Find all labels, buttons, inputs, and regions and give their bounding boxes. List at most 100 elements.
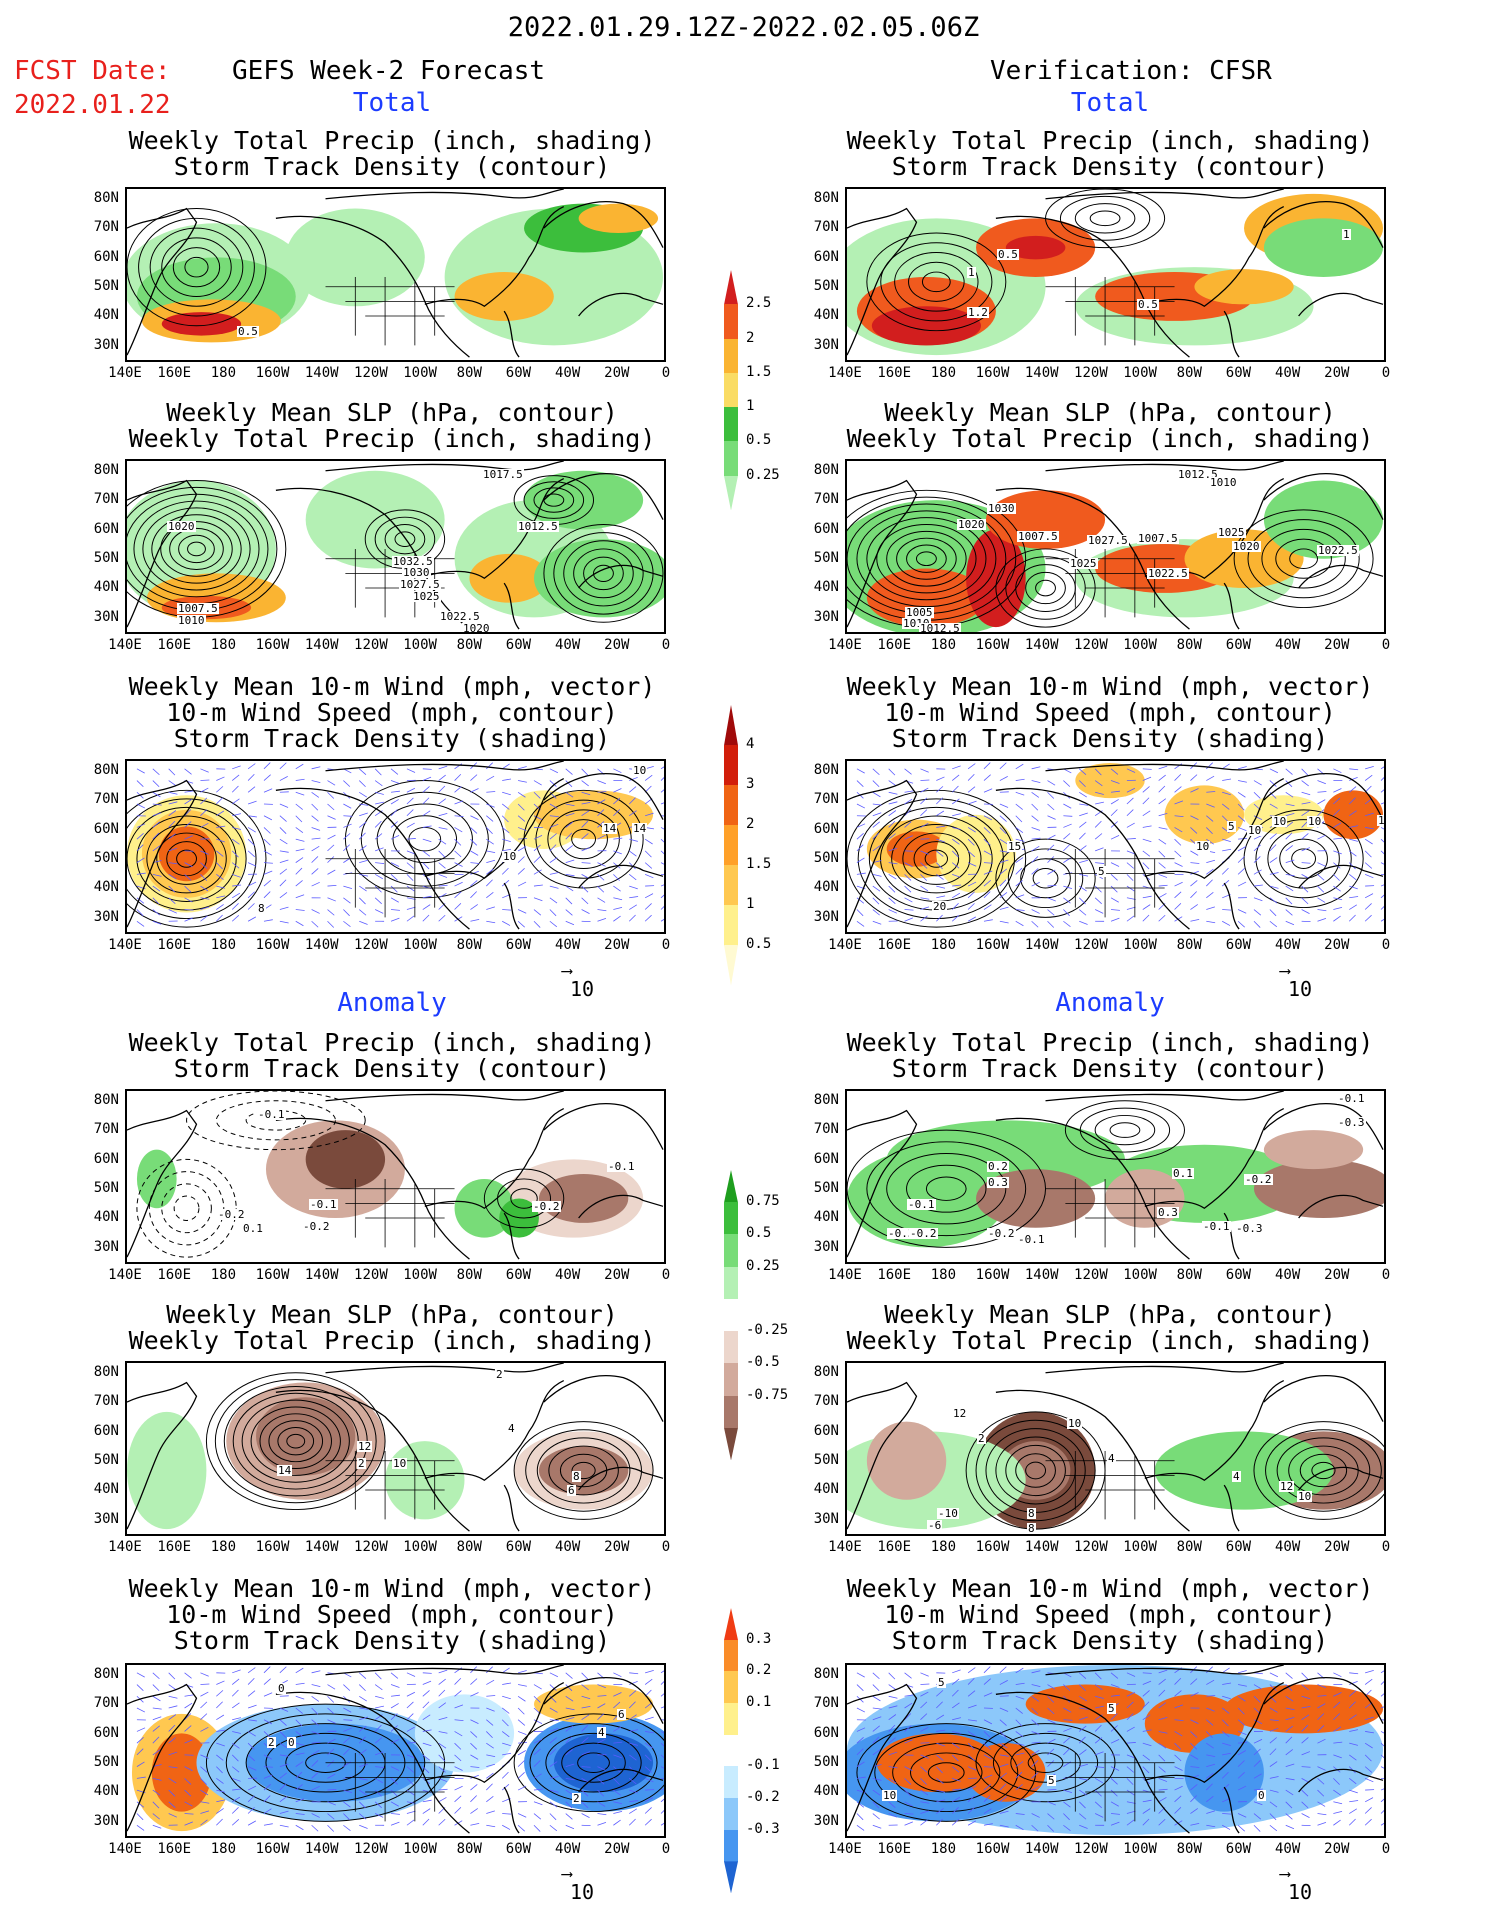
wind-vector <box>904 798 913 805</box>
wind-vector <box>517 803 525 811</box>
wind-vector <box>565 1824 575 1830</box>
longitude-label: 100W <box>1123 1841 1157 1857</box>
longitude-label: 140E <box>828 1841 862 1857</box>
wind-vector <box>263 1774 273 1779</box>
wind-vector <box>1158 893 1167 899</box>
wind-vector <box>517 856 525 863</box>
contour-label: 1020 <box>1232 540 1261 553</box>
wind-vector <box>168 810 177 817</box>
wind-vector <box>1269 1684 1277 1691</box>
longitude-label: 80W <box>456 1841 482 1857</box>
wind-vector <box>967 903 975 910</box>
wind-vector <box>1301 1724 1309 1732</box>
wind-vector <box>872 897 880 905</box>
wind-vector <box>549 815 559 818</box>
wind-vector <box>983 838 991 846</box>
wind-vector <box>1094 1813 1104 1818</box>
wind-vector <box>422 1714 431 1721</box>
wind-vector <box>888 1751 898 1756</box>
contour-line <box>1261 528 1346 589</box>
wind-vector <box>1079 909 1087 916</box>
wind-vector <box>951 1766 960 1773</box>
wind-vector <box>1142 1672 1152 1674</box>
wind-vector <box>597 834 606 840</box>
coastline <box>1223 1786 1240 1834</box>
wind-vector <box>247 827 256 833</box>
longitude-label: 160W <box>255 1539 290 1555</box>
colorbar-label: -0.5 <box>746 1354 780 1371</box>
wind-vector <box>1110 780 1120 784</box>
contour-label: 6 <box>617 1708 626 1721</box>
longitude-label: 0 <box>1381 637 1391 653</box>
contour-line <box>874 1732 1019 1813</box>
wind-vector <box>1301 1801 1309 1809</box>
wind-vector <box>1269 1776 1279 1779</box>
wind-vector <box>438 774 446 781</box>
wind-vector <box>533 791 541 799</box>
latitude-label: 30N <box>813 608 839 625</box>
longitude-label: 180 <box>930 637 957 653</box>
wind-vector <box>517 1670 527 1674</box>
contour-line <box>1275 538 1332 579</box>
wind-vector <box>983 1666 991 1674</box>
wind-vector <box>565 1736 573 1744</box>
wind-vector <box>1126 1766 1134 1773</box>
contour-line <box>543 493 565 507</box>
wind-vector <box>406 1789 415 1796</box>
longitude-label: 180 <box>930 1267 957 1283</box>
contour-label: 10 <box>392 1457 408 1470</box>
wind-vector <box>1317 909 1327 912</box>
wind-vector <box>629 896 639 899</box>
wind-vector <box>1333 885 1341 892</box>
coastline <box>1298 1768 1384 1793</box>
wind-vector <box>374 1778 384 1784</box>
longitude-label: 140W <box>1024 1841 1059 1857</box>
fcst-date-label: FCST Date: <box>14 56 171 86</box>
coastline <box>275 1117 470 1260</box>
wind-vector <box>1031 1785 1040 1791</box>
wind-vector <box>422 904 431 910</box>
wind-vector <box>279 1754 289 1757</box>
map-canvas <box>847 1665 1384 1836</box>
contour-line <box>186 1091 366 1151</box>
wind-vector <box>263 1783 271 1791</box>
wind-vector <box>1364 1818 1372 1826</box>
wind-vector <box>1047 791 1055 799</box>
contour-label: 0.1 <box>242 1222 264 1235</box>
longitude-label: 140W <box>304 1267 339 1283</box>
coastline <box>995 1691 1190 1834</box>
wind-vector <box>1015 827 1024 834</box>
wind-vector <box>279 776 288 781</box>
wind-vector <box>1079 885 1087 892</box>
wind-vector <box>470 1719 479 1724</box>
contour-label: 15 <box>1377 815 1384 826</box>
wind-vector <box>1190 1823 1200 1826</box>
wind-vector <box>390 1713 398 1720</box>
contour-line <box>891 824 982 894</box>
longitude-label: 160W <box>255 365 290 381</box>
wind-vector <box>279 1763 289 1767</box>
wind-vector <box>1190 788 1199 793</box>
wind-vector <box>358 1801 366 1809</box>
wind-vector <box>920 1713 928 1721</box>
wind-vector <box>501 1667 510 1674</box>
wind-vector <box>1094 780 1103 787</box>
wind-vector <box>422 850 431 857</box>
wind-vector <box>952 884 962 887</box>
wind-vector <box>1158 1766 1166 1773</box>
contour-label: 4 <box>597 1726 606 1739</box>
wind-vector <box>517 815 526 822</box>
wind-vector <box>872 821 880 828</box>
contour-label: -0.1 <box>257 1108 286 1121</box>
wind-vector <box>1206 1679 1215 1685</box>
latitude-label: 30N <box>93 1238 119 1255</box>
contour-line <box>161 237 232 297</box>
wind-vector <box>983 850 992 856</box>
wind-vector <box>1349 1714 1357 1721</box>
wind-vector <box>920 862 928 869</box>
shaded-region <box>1263 1130 1364 1170</box>
wind-vector <box>517 1813 527 1818</box>
wind-vector <box>1349 825 1359 828</box>
wind-vector <box>295 894 305 899</box>
wind-vector <box>152 1777 162 1781</box>
